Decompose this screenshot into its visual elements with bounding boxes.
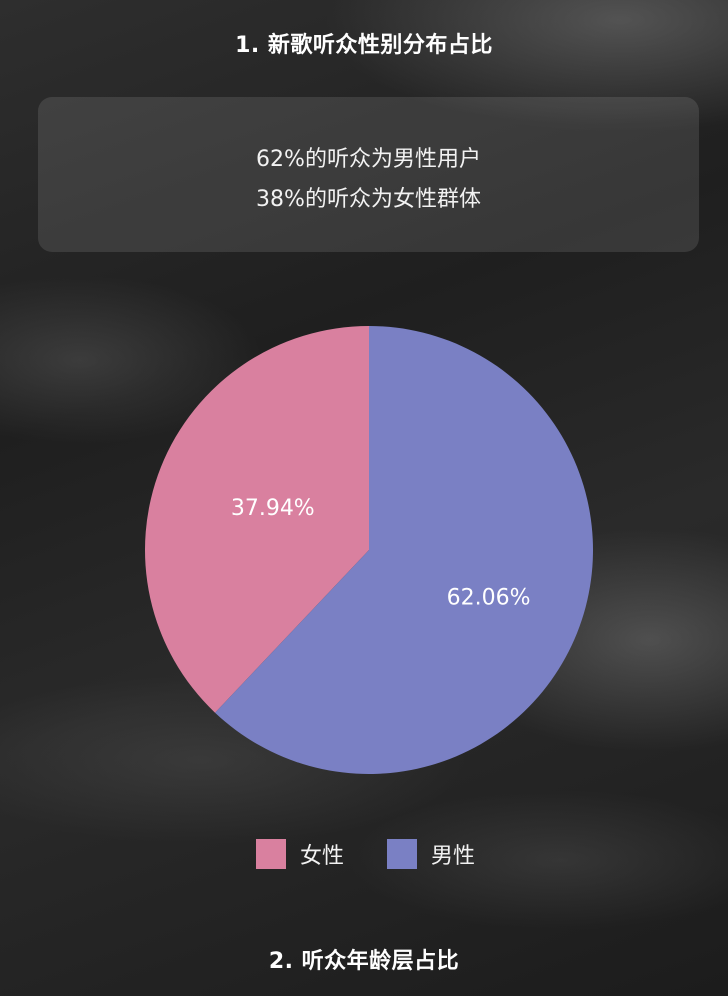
legend-label-female: 女性 bbox=[300, 844, 345, 869]
legend-label-male: 男性 bbox=[431, 844, 476, 869]
summary-line-male: 62%的听众为男性用户 bbox=[256, 147, 481, 172]
summary-line-female: 38%的听众为女性群体 bbox=[256, 187, 481, 212]
legend-item-male: 男性 bbox=[387, 838, 475, 870]
pie-slice-male bbox=[215, 326, 594, 775]
legend-swatch-female bbox=[256, 839, 286, 869]
legend-swatch-male bbox=[387, 839, 417, 869]
summary-box: 62%的听众为男性用户 38%的听众为女性群体 bbox=[38, 97, 699, 252]
pie-label-female: 37.94% bbox=[231, 496, 315, 521]
section-1-title: 1. 新歌听众性别分布占比 bbox=[235, 33, 493, 58]
section-2-title: 2. 听众年龄层占比 bbox=[268, 949, 460, 974]
pie-label-male: 62.06% bbox=[447, 585, 531, 610]
pie-slice-female bbox=[145, 326, 369, 713]
legend-item-female: 女性 bbox=[256, 838, 344, 870]
